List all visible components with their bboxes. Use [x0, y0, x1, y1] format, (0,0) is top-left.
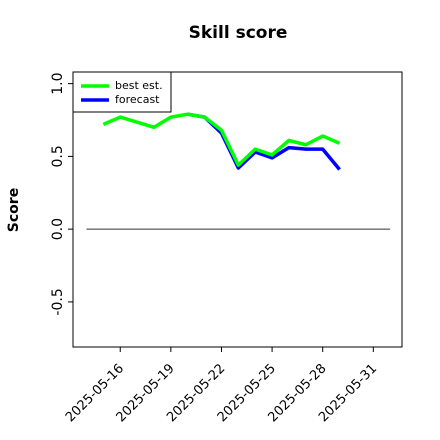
chart-title: Skill score [189, 23, 288, 43]
legend-box [72, 71, 172, 113]
series-line [102, 112, 341, 167]
y-axis-label: Score [6, 188, 22, 232]
legend-label: best est. [115, 79, 163, 92]
y-tick-label: 0.0 [50, 218, 66, 240]
y-tick-label: 1.0 [50, 73, 66, 95]
y-tick-label: -0.5 [50, 288, 66, 315]
legend-label: forecast [115, 93, 160, 106]
y-tick-label: 0.5 [50, 145, 66, 167]
plot-frame [72, 71, 403, 348]
